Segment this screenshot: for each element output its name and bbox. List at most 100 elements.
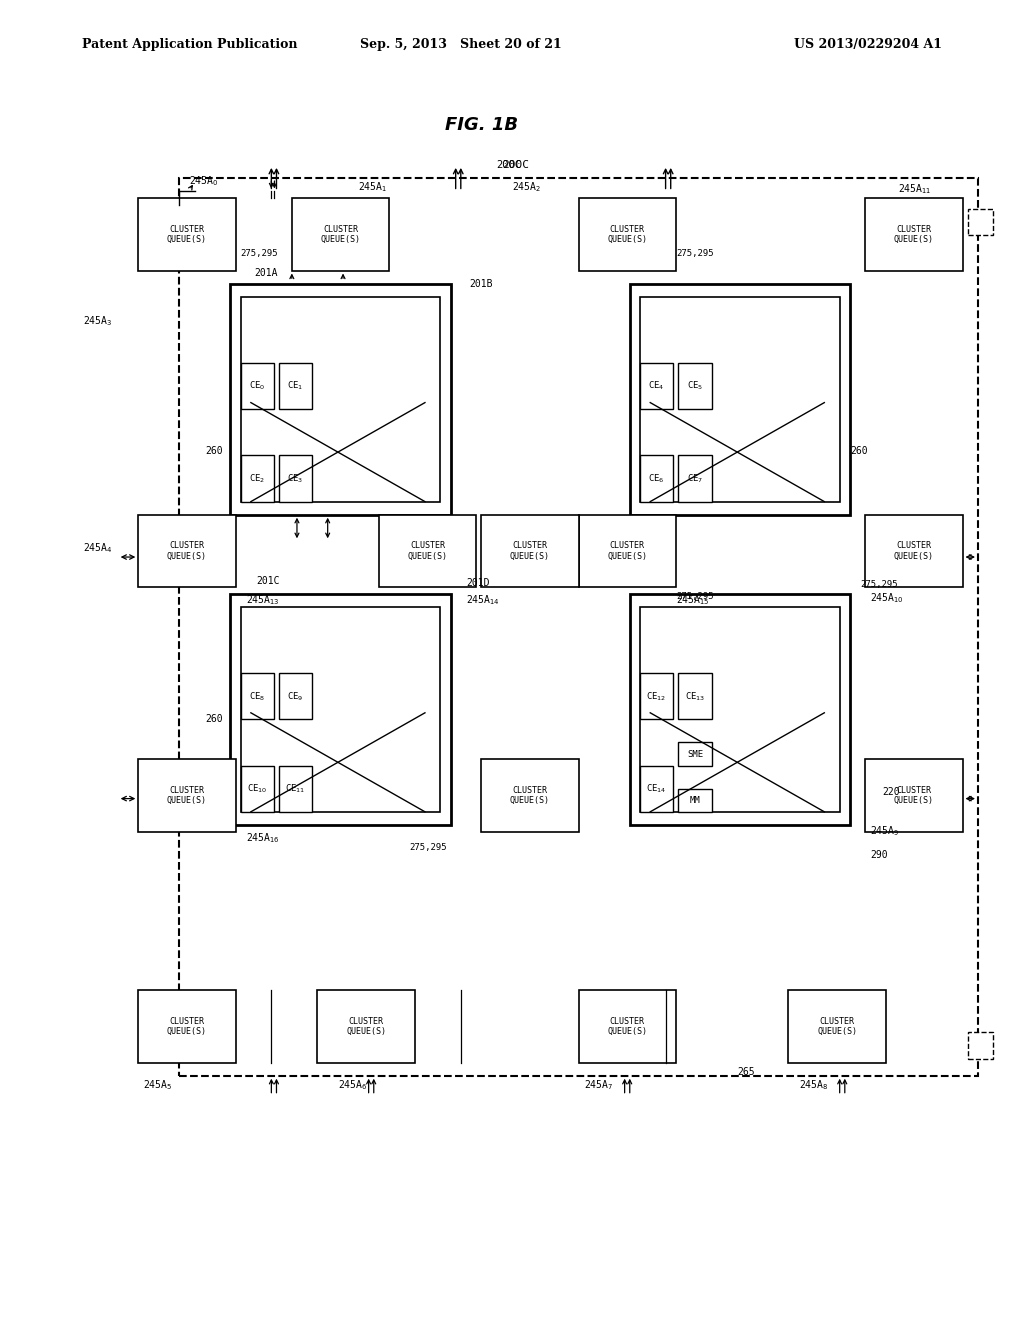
- Text: 245A$_{15}$: 245A$_{15}$: [676, 594, 710, 607]
- Text: CE$_8$: CE$_8$: [249, 690, 265, 702]
- FancyBboxPatch shape: [138, 198, 236, 271]
- Text: Patent Application Publication: Patent Application Publication: [82, 38, 297, 51]
- FancyBboxPatch shape: [241, 673, 274, 719]
- Text: 245A$_{11}$: 245A$_{11}$: [898, 182, 932, 195]
- Text: 245A$_6$: 245A$_6$: [338, 1078, 368, 1092]
- Text: CLUSTER
QUEUE(S): CLUSTER QUEUE(S): [894, 224, 934, 244]
- Text: CLUSTER
QUEUE(S): CLUSTER QUEUE(S): [894, 785, 934, 805]
- FancyBboxPatch shape: [865, 198, 963, 271]
- FancyBboxPatch shape: [579, 515, 676, 587]
- FancyBboxPatch shape: [579, 990, 676, 1063]
- FancyBboxPatch shape: [241, 766, 274, 812]
- Text: CLUSTER
QUEUE(S): CLUSTER QUEUE(S): [510, 541, 550, 561]
- Text: 200C: 200C: [497, 160, 521, 170]
- FancyBboxPatch shape: [241, 607, 440, 812]
- Text: 245A$_4$: 245A$_4$: [83, 541, 113, 554]
- FancyBboxPatch shape: [292, 198, 389, 271]
- Text: 245A$_{14}$: 245A$_{14}$: [466, 594, 500, 607]
- FancyBboxPatch shape: [279, 455, 312, 502]
- Text: CLUSTER
QUEUE(S): CLUSTER QUEUE(S): [167, 785, 207, 805]
- Text: CE$_4$: CE$_4$: [648, 380, 665, 392]
- Text: 260: 260: [206, 446, 223, 457]
- Text: CLUSTER
QUEUE(S): CLUSTER QUEUE(S): [167, 1016, 207, 1036]
- Text: CE$_{10}$: CE$_{10}$: [247, 783, 267, 795]
- Text: 260: 260: [850, 446, 867, 457]
- Text: CLUSTER
QUEUE(S): CLUSTER QUEUE(S): [607, 224, 647, 244]
- FancyBboxPatch shape: [968, 209, 993, 235]
- Text: 245A$_1$: 245A$_1$: [358, 181, 388, 194]
- FancyBboxPatch shape: [241, 455, 274, 502]
- Text: CE$_9$: CE$_9$: [288, 690, 304, 702]
- Text: 201D: 201D: [466, 578, 489, 589]
- Text: 260: 260: [206, 714, 223, 725]
- FancyBboxPatch shape: [678, 455, 712, 502]
- FancyBboxPatch shape: [138, 759, 236, 832]
- Text: 245A$_{13}$: 245A$_{13}$: [246, 594, 280, 607]
- FancyBboxPatch shape: [317, 990, 415, 1063]
- FancyBboxPatch shape: [678, 673, 712, 719]
- Text: 245A$_7$: 245A$_7$: [584, 1078, 613, 1092]
- Text: CE$_{14}$: CE$_{14}$: [646, 783, 667, 795]
- FancyBboxPatch shape: [865, 759, 963, 832]
- FancyBboxPatch shape: [279, 766, 312, 812]
- FancyBboxPatch shape: [241, 297, 440, 502]
- Text: 245A$_{10}$: 245A$_{10}$: [870, 591, 904, 605]
- Text: 245A$_9$: 245A$_9$: [870, 825, 900, 838]
- FancyBboxPatch shape: [230, 284, 451, 515]
- Text: SME: SME: [687, 750, 703, 759]
- Text: 245A$_8$: 245A$_8$: [799, 1078, 828, 1092]
- FancyBboxPatch shape: [279, 363, 312, 409]
- FancyBboxPatch shape: [579, 198, 676, 271]
- Text: 220: 220: [883, 787, 900, 797]
- Text: CLUSTER
QUEUE(S): CLUSTER QUEUE(S): [167, 224, 207, 244]
- Text: 290: 290: [870, 850, 888, 861]
- Text: FIG. 1B: FIG. 1B: [444, 116, 518, 135]
- Text: 245A$_5$: 245A$_5$: [143, 1078, 173, 1092]
- FancyBboxPatch shape: [678, 363, 712, 409]
- FancyBboxPatch shape: [640, 455, 674, 502]
- FancyBboxPatch shape: [640, 607, 840, 812]
- Text: CE$_1$: CE$_1$: [288, 380, 304, 392]
- Text: 275,295: 275,295: [410, 843, 447, 851]
- Text: CE$_{11}$: CE$_{11}$: [286, 783, 306, 795]
- Text: CLUSTER
QUEUE(S): CLUSTER QUEUE(S): [607, 541, 647, 561]
- Text: CLUSTER
QUEUE(S): CLUSTER QUEUE(S): [510, 785, 550, 805]
- Text: CLUSTER
QUEUE(S): CLUSTER QUEUE(S): [607, 1016, 647, 1036]
- Text: CE$_2$: CE$_2$: [249, 473, 265, 484]
- FancyBboxPatch shape: [788, 990, 886, 1063]
- Text: CE$_7$: CE$_7$: [687, 473, 703, 484]
- FancyBboxPatch shape: [241, 363, 274, 409]
- FancyBboxPatch shape: [230, 594, 451, 825]
- FancyBboxPatch shape: [279, 673, 312, 719]
- FancyBboxPatch shape: [138, 515, 236, 587]
- FancyBboxPatch shape: [968, 1032, 993, 1059]
- Text: 275,295: 275,295: [241, 249, 279, 257]
- Text: CE$_{13}$: CE$_{13}$: [685, 690, 706, 702]
- Text: CLUSTER
QUEUE(S): CLUSTER QUEUE(S): [408, 541, 447, 561]
- Text: CE$_{12}$: CE$_{12}$: [646, 690, 667, 702]
- FancyBboxPatch shape: [678, 742, 712, 766]
- Text: CE$_5$: CE$_5$: [687, 380, 703, 392]
- FancyBboxPatch shape: [640, 766, 674, 812]
- Text: CE$_6$: CE$_6$: [648, 473, 665, 484]
- FancyBboxPatch shape: [481, 515, 579, 587]
- Text: 245A$_0$: 245A$_0$: [189, 174, 219, 187]
- Text: CLUSTER
QUEUE(S): CLUSTER QUEUE(S): [346, 1016, 386, 1036]
- FancyBboxPatch shape: [640, 673, 674, 719]
- Text: CE$_0$: CE$_0$: [249, 380, 265, 392]
- FancyBboxPatch shape: [865, 515, 963, 587]
- Text: US 2013/0229204 A1: US 2013/0229204 A1: [794, 38, 942, 51]
- Text: CLUSTER
QUEUE(S): CLUSTER QUEUE(S): [894, 541, 934, 561]
- Text: CLUSTER
QUEUE(S): CLUSTER QUEUE(S): [167, 541, 207, 561]
- FancyBboxPatch shape: [630, 594, 850, 825]
- Text: 201A: 201A: [254, 268, 278, 279]
- FancyBboxPatch shape: [138, 990, 236, 1063]
- Text: 265: 265: [737, 1067, 755, 1077]
- Text: 275,295: 275,295: [676, 593, 714, 601]
- FancyBboxPatch shape: [481, 759, 579, 832]
- FancyBboxPatch shape: [640, 363, 674, 409]
- Text: Sep. 5, 2013   Sheet 20 of 21: Sep. 5, 2013 Sheet 20 of 21: [359, 38, 562, 51]
- Text: 201B: 201B: [469, 279, 493, 289]
- FancyBboxPatch shape: [630, 284, 850, 515]
- FancyBboxPatch shape: [640, 297, 840, 502]
